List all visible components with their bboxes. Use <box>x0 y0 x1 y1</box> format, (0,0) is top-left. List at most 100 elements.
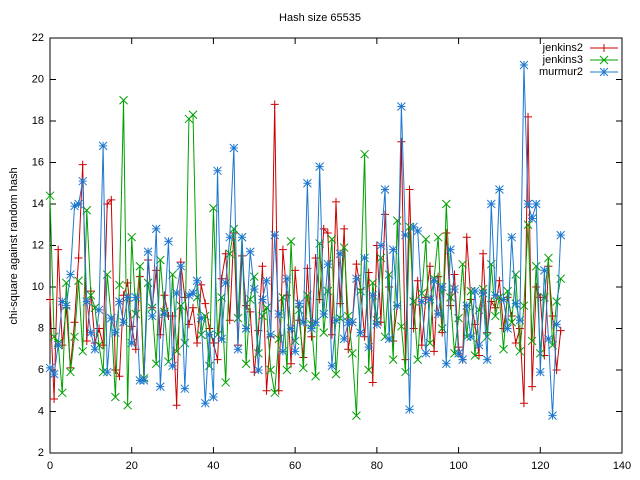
data-point <box>417 297 427 306</box>
data-point <box>82 297 92 306</box>
data-point <box>188 110 198 120</box>
data-point <box>98 141 108 151</box>
data-point <box>172 401 181 410</box>
data-point <box>454 349 463 358</box>
data-point <box>135 376 145 385</box>
data-point <box>254 365 263 375</box>
data-point <box>184 320 193 329</box>
data-point <box>115 372 124 381</box>
data-point <box>233 313 243 323</box>
data-point <box>45 191 55 201</box>
data-point <box>331 369 341 379</box>
data-point <box>478 284 488 294</box>
data-point <box>115 297 124 306</box>
data-point <box>511 339 520 348</box>
data-point <box>70 201 79 211</box>
data-point <box>74 199 83 209</box>
y-tick-label: 16 <box>32 156 44 168</box>
data-point <box>61 301 71 311</box>
data-point <box>217 274 226 283</box>
data-point <box>397 102 406 111</box>
data-point <box>78 160 87 169</box>
data-point <box>343 317 353 327</box>
data-point <box>196 313 206 323</box>
y-tick-label: 10 <box>32 281 44 293</box>
data-point <box>347 349 357 358</box>
data-point <box>111 328 120 338</box>
data-point <box>131 293 141 302</box>
data-point <box>249 272 259 281</box>
data-point <box>552 319 561 329</box>
data-point <box>531 199 541 209</box>
data-point <box>388 355 398 364</box>
data-point <box>241 324 251 333</box>
data-point <box>274 309 284 319</box>
data-point <box>282 365 292 375</box>
y-tick-label: 2 <box>38 447 44 459</box>
data-point <box>119 95 128 105</box>
data-point <box>193 339 202 348</box>
data-point <box>115 280 124 290</box>
y-tick-label: 8 <box>38 322 44 334</box>
data-point <box>50 395 59 404</box>
data-point <box>286 236 296 246</box>
data-point <box>515 346 525 356</box>
x-tick-label: 40 <box>207 460 219 472</box>
data-point <box>258 311 267 321</box>
data-point <box>180 338 190 348</box>
legend-marker <box>599 67 609 77</box>
data-point <box>352 274 361 284</box>
data-point <box>143 247 153 257</box>
data-point <box>168 361 177 371</box>
data-point <box>107 195 116 204</box>
data-point <box>503 286 512 296</box>
data-point <box>441 359 451 369</box>
data-point <box>482 355 492 364</box>
data-point <box>147 311 157 321</box>
data-point <box>119 317 128 327</box>
data-point <box>82 336 91 345</box>
data-point <box>98 367 108 377</box>
data-point <box>475 351 483 360</box>
data-point <box>245 247 255 257</box>
y-tick-label: 6 <box>38 364 44 376</box>
data-point <box>90 303 100 313</box>
data-point <box>376 253 386 263</box>
data-point <box>519 399 528 408</box>
data-point <box>527 336 537 346</box>
data-point <box>225 249 235 259</box>
data-point <box>286 324 296 333</box>
data-point <box>429 276 439 286</box>
data-point <box>319 328 329 338</box>
data-point <box>482 332 492 342</box>
data-point <box>478 288 488 298</box>
data-point <box>90 344 100 354</box>
data-point <box>380 332 390 342</box>
data-point <box>225 232 235 242</box>
legend-label: murmur2 <box>539 66 583 78</box>
data-point <box>458 259 468 269</box>
y-tick-label: 22 <box>32 32 44 44</box>
data-point <box>495 293 504 302</box>
data-point <box>311 371 320 381</box>
data-point <box>405 222 414 232</box>
data-point <box>172 288 182 298</box>
data-point <box>131 309 141 319</box>
data-point <box>405 185 414 194</box>
data-point <box>311 317 320 327</box>
data-point <box>221 378 231 387</box>
data-point <box>57 388 67 398</box>
data-point <box>102 270 112 279</box>
data-point <box>490 311 500 321</box>
data-point <box>152 266 161 275</box>
data-point <box>262 386 271 395</box>
data-point <box>66 367 75 377</box>
data-point <box>188 288 198 298</box>
x-tick-label: 20 <box>126 460 138 472</box>
data-point <box>237 232 247 242</box>
data-point <box>323 259 333 269</box>
data-point <box>495 276 504 285</box>
data-point <box>380 185 390 194</box>
data-point <box>307 324 316 333</box>
